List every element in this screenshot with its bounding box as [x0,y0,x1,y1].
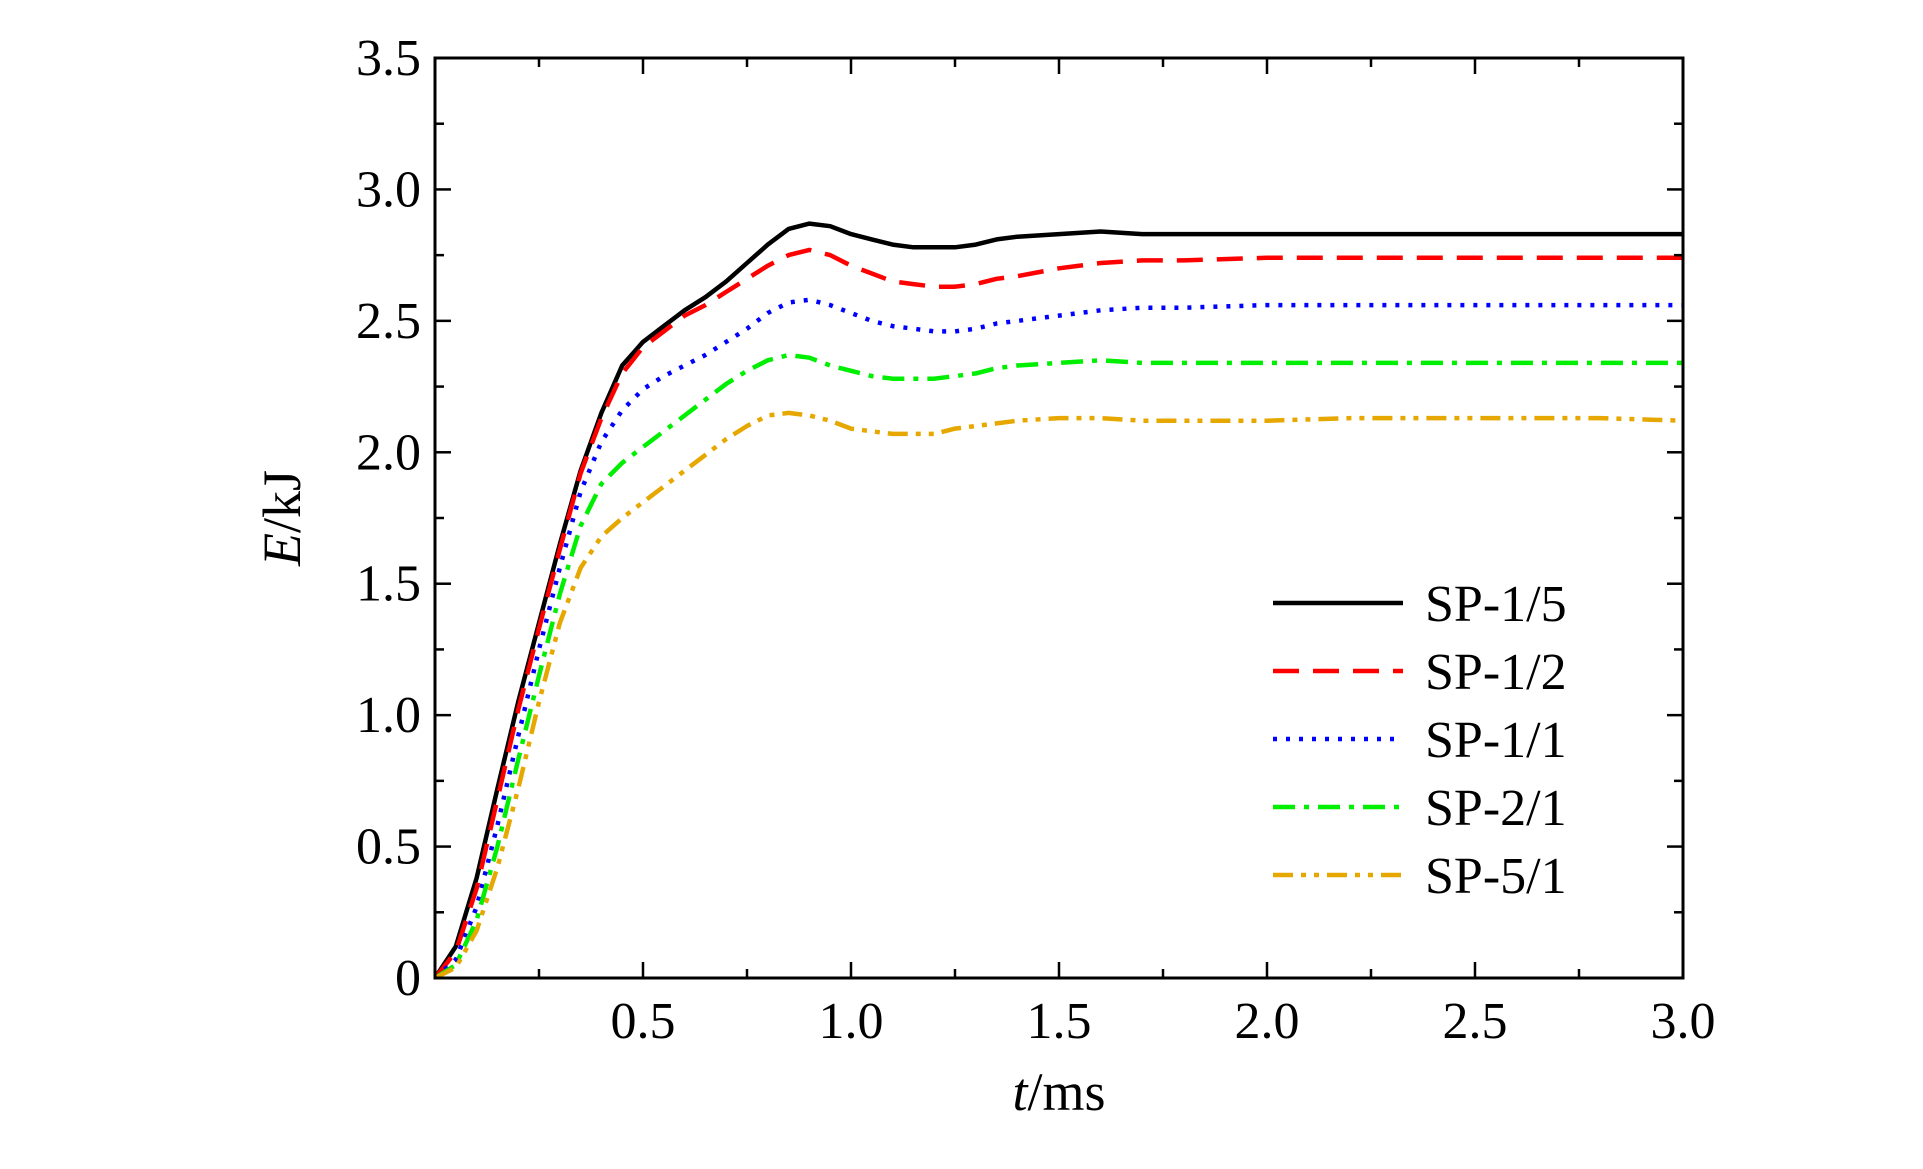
legend-item: SP-1/5 [1273,576,1567,633]
legend-label: SP-1/2 [1425,644,1567,701]
x-tick-label: 0.5 [611,993,676,1050]
series-line-3 [435,297,1683,978]
legend-label: SP-5/1 [1425,848,1567,905]
x-tick-label: 2.5 [1443,993,1508,1050]
legend-item: SP-1/1 [1273,712,1567,769]
legend-item: SP-1/2 [1273,644,1567,701]
series-line-2 [435,247,1683,978]
y-axis-variable: E [252,533,312,567]
legend-item: SP-5/1 [1273,848,1567,905]
y-tick-label: 0 [395,950,421,1007]
y-axis-label: E/kJ [252,470,312,567]
axes-layer [433,56,1685,980]
y-tick-label: 3.0 [356,161,421,218]
x-axis-unit: /ms [1027,1062,1105,1122]
legend-label: SP-1/1 [1425,712,1567,769]
x-tick-label: 2.0 [1235,993,1300,1050]
ticks-layer: 0.5 1.0 1.5 2.0 2.5 3.0 0 0.5 1.0 1.5 2.0 2.5 3.0 3.5 [356,30,1716,1050]
series-layer [435,221,1683,978]
legend-label: SP-1/5 [1425,576,1567,633]
y-axis-unit: /kJ [252,470,312,533]
x-axis-label: t/ms [1012,1062,1105,1122]
x-tick-label: 1.0 [819,993,884,1050]
legend: SP-1/5 SP-1/2 SP-1/1 SP-2/1 SP-5/1 [1273,576,1567,905]
y-tick-label: 3.5 [356,30,421,87]
x-tick-label: 1.5 [1027,993,1092,1050]
y-tick-label: 2.0 [356,424,421,481]
y-tick-label: 1.5 [356,556,421,613]
labels-layer: t/ms E/kJ [252,470,1106,1122]
plot-frame [433,56,1685,980]
y-tick-label: 2.5 [356,293,421,350]
series-line-4 [435,352,1683,978]
series-line-5 [435,410,1683,978]
x-tick-label: 3.0 [1651,993,1716,1050]
series-line-1 [435,221,1683,978]
y-tick-label: 0.5 [356,819,421,876]
legend-label: SP-2/1 [1425,780,1567,837]
x-axis-variable: t [1012,1062,1029,1122]
legend-item: SP-2/1 [1273,780,1567,837]
y-tick-label: 1.0 [356,687,421,744]
